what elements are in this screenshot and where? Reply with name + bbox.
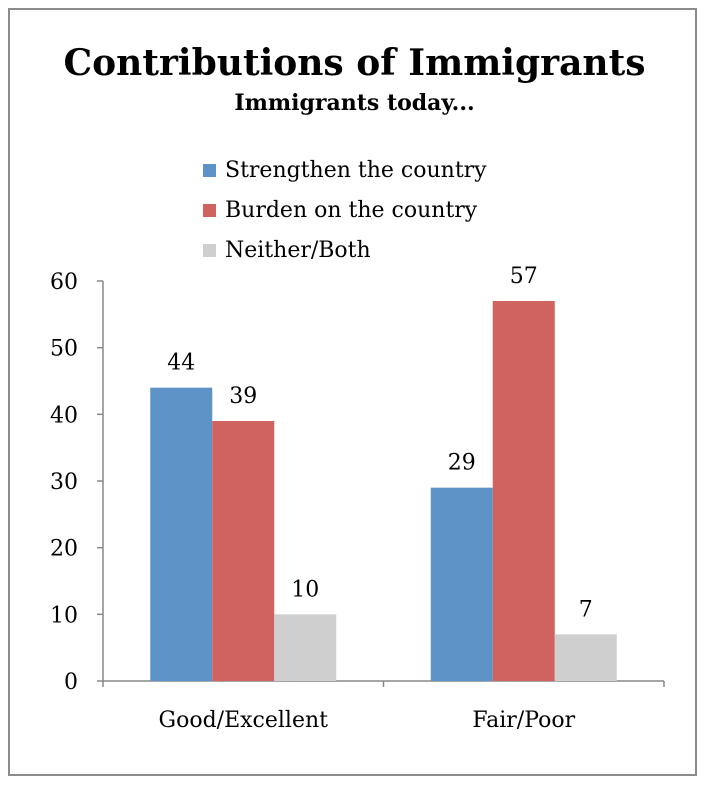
data-label: 44 xyxy=(167,351,195,376)
y-tick-label: 20 xyxy=(50,537,78,562)
y-tick-label: 40 xyxy=(50,403,78,428)
legend-label-strengthen: Strengthen the country xyxy=(225,157,487,183)
data-label: 39 xyxy=(229,384,257,409)
legend-item-strengthen: Strengthen the country xyxy=(203,150,487,190)
chart-subtitle: Immigrants today... xyxy=(234,90,475,116)
y-tick-label: 0 xyxy=(64,670,78,695)
legend-label-burden: Burden on the country xyxy=(225,197,478,223)
x-tick-label: Good/Excellent xyxy=(159,708,329,733)
bar xyxy=(274,614,337,681)
chart-title: Contributions of Immigrants xyxy=(63,42,646,84)
legend-label-neither: Neither/Both xyxy=(225,237,371,263)
bar xyxy=(554,634,617,681)
y-tick-label: 60 xyxy=(50,270,78,295)
legend-swatch-strengthen xyxy=(203,163,216,177)
bar xyxy=(492,301,555,681)
bar xyxy=(150,387,213,681)
data-label: 57 xyxy=(510,264,538,289)
bar xyxy=(212,421,275,681)
data-label: 7 xyxy=(579,597,593,622)
data-label: 10 xyxy=(291,577,319,602)
y-tick-label: 50 xyxy=(50,337,78,362)
x-tick-label: Fair/Poor xyxy=(472,708,575,733)
bar xyxy=(430,487,493,681)
legend-swatch-neither xyxy=(203,243,216,257)
legend: Strengthen the country Burden on the cou… xyxy=(203,150,487,270)
legend-item-burden: Burden on the country xyxy=(203,190,487,230)
legend-swatch-burden xyxy=(203,203,216,217)
legend-item-neither: Neither/Both xyxy=(203,230,487,270)
data-label: 29 xyxy=(448,451,476,476)
y-tick-label: 30 xyxy=(50,470,78,495)
y-tick-label: 10 xyxy=(50,603,78,628)
